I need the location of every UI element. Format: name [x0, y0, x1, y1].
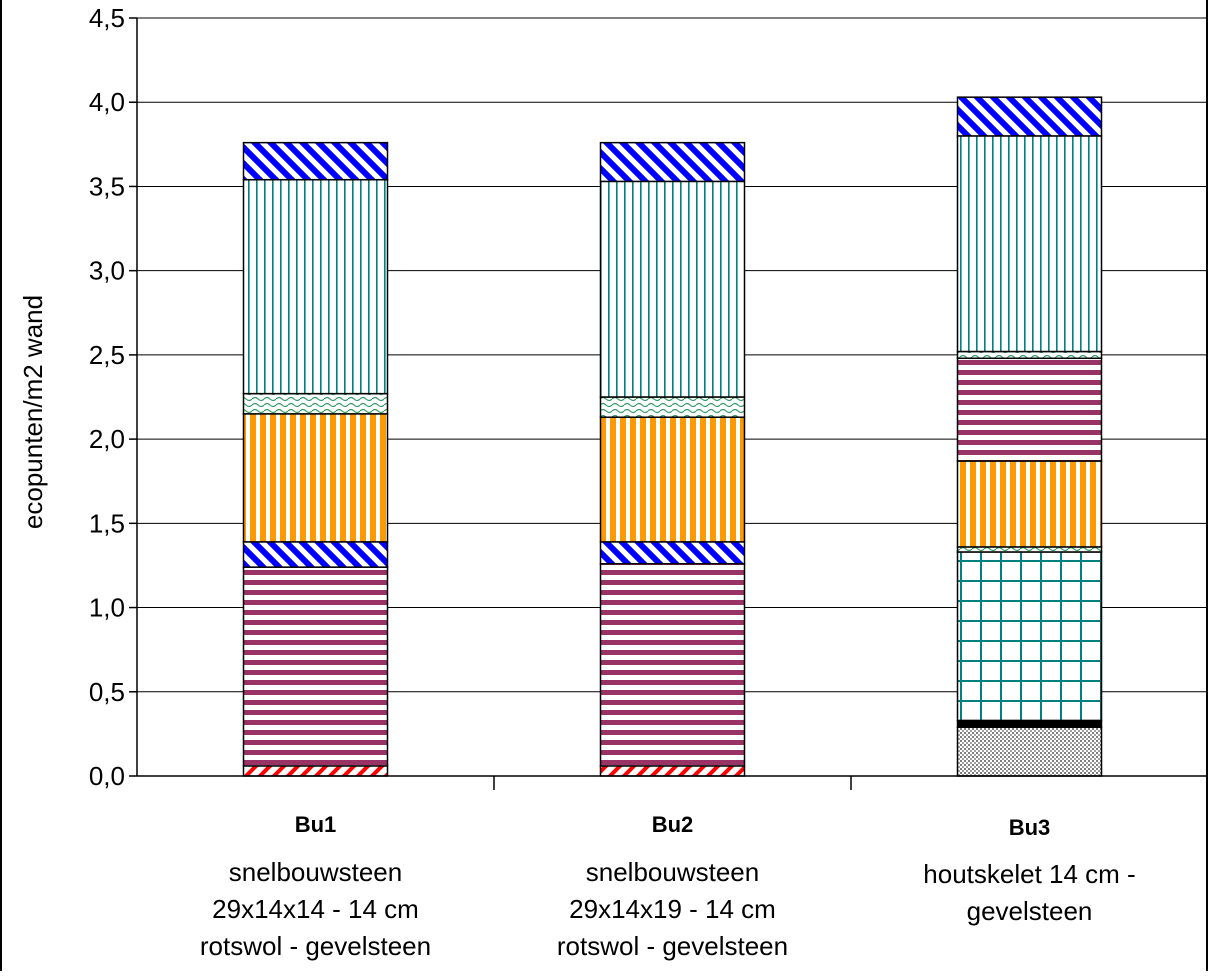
bar-segment-teal-vert — [956, 135, 1103, 353]
bar-segment-black-solid — [956, 719, 1103, 728]
y-tick-label: 1,0 — [89, 593, 125, 623]
bar-segment-purple-horiz — [242, 566, 389, 767]
category-description-line: snelbouwsteen — [586, 857, 759, 887]
bar-segment-orange-vert — [599, 416, 746, 543]
bar-segment-green-wave — [956, 350, 1103, 360]
bar-segment-purple-horiz — [599, 563, 746, 767]
bar-segment-teal-vert — [242, 178, 389, 395]
bar-segment-red-diag — [599, 765, 746, 777]
axes — [129, 17, 1208, 790]
bar-segment-green-wave — [956, 546, 1103, 553]
bar-segment-teal-vert — [599, 180, 746, 398]
category-description-line: rotswol - gevelsteen — [200, 931, 431, 961]
y-tick-label: 0,5 — [89, 677, 125, 707]
category-description-line: 29x14x19 - 14 cm — [569, 894, 776, 924]
y-tick-label: 2,0 — [89, 424, 125, 454]
category-code-label: Bu2 — [652, 812, 694, 837]
category-description-line: 29x14x14 - 14 cm — [212, 894, 419, 924]
frame-left-edge — [0, 0, 2, 971]
bar-segment-orange-vert — [956, 460, 1103, 548]
y-axis-label: ecopunten/m2 wand — [18, 295, 48, 529]
bar-segment-orange-vert — [242, 413, 389, 543]
bar-segment-blue-diag — [242, 141, 389, 181]
bar-segment-purple-horiz — [956, 357, 1103, 462]
y-tick-label: 4,5 — [89, 3, 125, 33]
y-tick-label: 2,5 — [89, 340, 125, 370]
bar-segment-blue-diag — [599, 141, 746, 183]
category-labels: Bu1 snelbouwsteen 29x14x14 - 14 cm rotswol … — [200, 812, 1136, 961]
bars — [242, 96, 1103, 777]
y-tick-label: 0,0 — [89, 761, 125, 791]
bar-segment-blue-diag — [956, 96, 1103, 137]
y-tick-label: 4,0 — [89, 87, 125, 117]
bar-segment-green-wave — [242, 392, 389, 415]
y-tick-label: 3,0 — [89, 256, 125, 286]
category-description-line: snelbouwsteen — [229, 857, 402, 887]
category-description-line: gevelsteen — [967, 896, 1093, 926]
bar-segment-teal-grid — [956, 551, 1103, 722]
category-description-line: rotswol - gevelsteen — [557, 931, 788, 961]
bar-segment-blue-diag — [242, 541, 389, 568]
category-code-label: Bu3 — [1009, 815, 1051, 840]
y-tick-label: 3,5 — [89, 171, 125, 201]
bar-segment-red-diag — [242, 765, 389, 777]
bar-segment-gray-dots — [956, 726, 1103, 777]
y-tick-label: 1,5 — [89, 508, 125, 538]
bar-segment-blue-diag — [599, 541, 746, 565]
category-description-line: houtskelet 14 cm - — [923, 859, 1135, 889]
bar-segment-green-wave — [599, 396, 746, 418]
frame-right-edge — [1206, 0, 1208, 971]
category-code-label: Bu1 — [295, 812, 337, 837]
y-tick-labels: 0,0 0,5 1,0 1,5 2,0 2,5 3,0 3,5 4,0 4,5 — [89, 3, 125, 791]
